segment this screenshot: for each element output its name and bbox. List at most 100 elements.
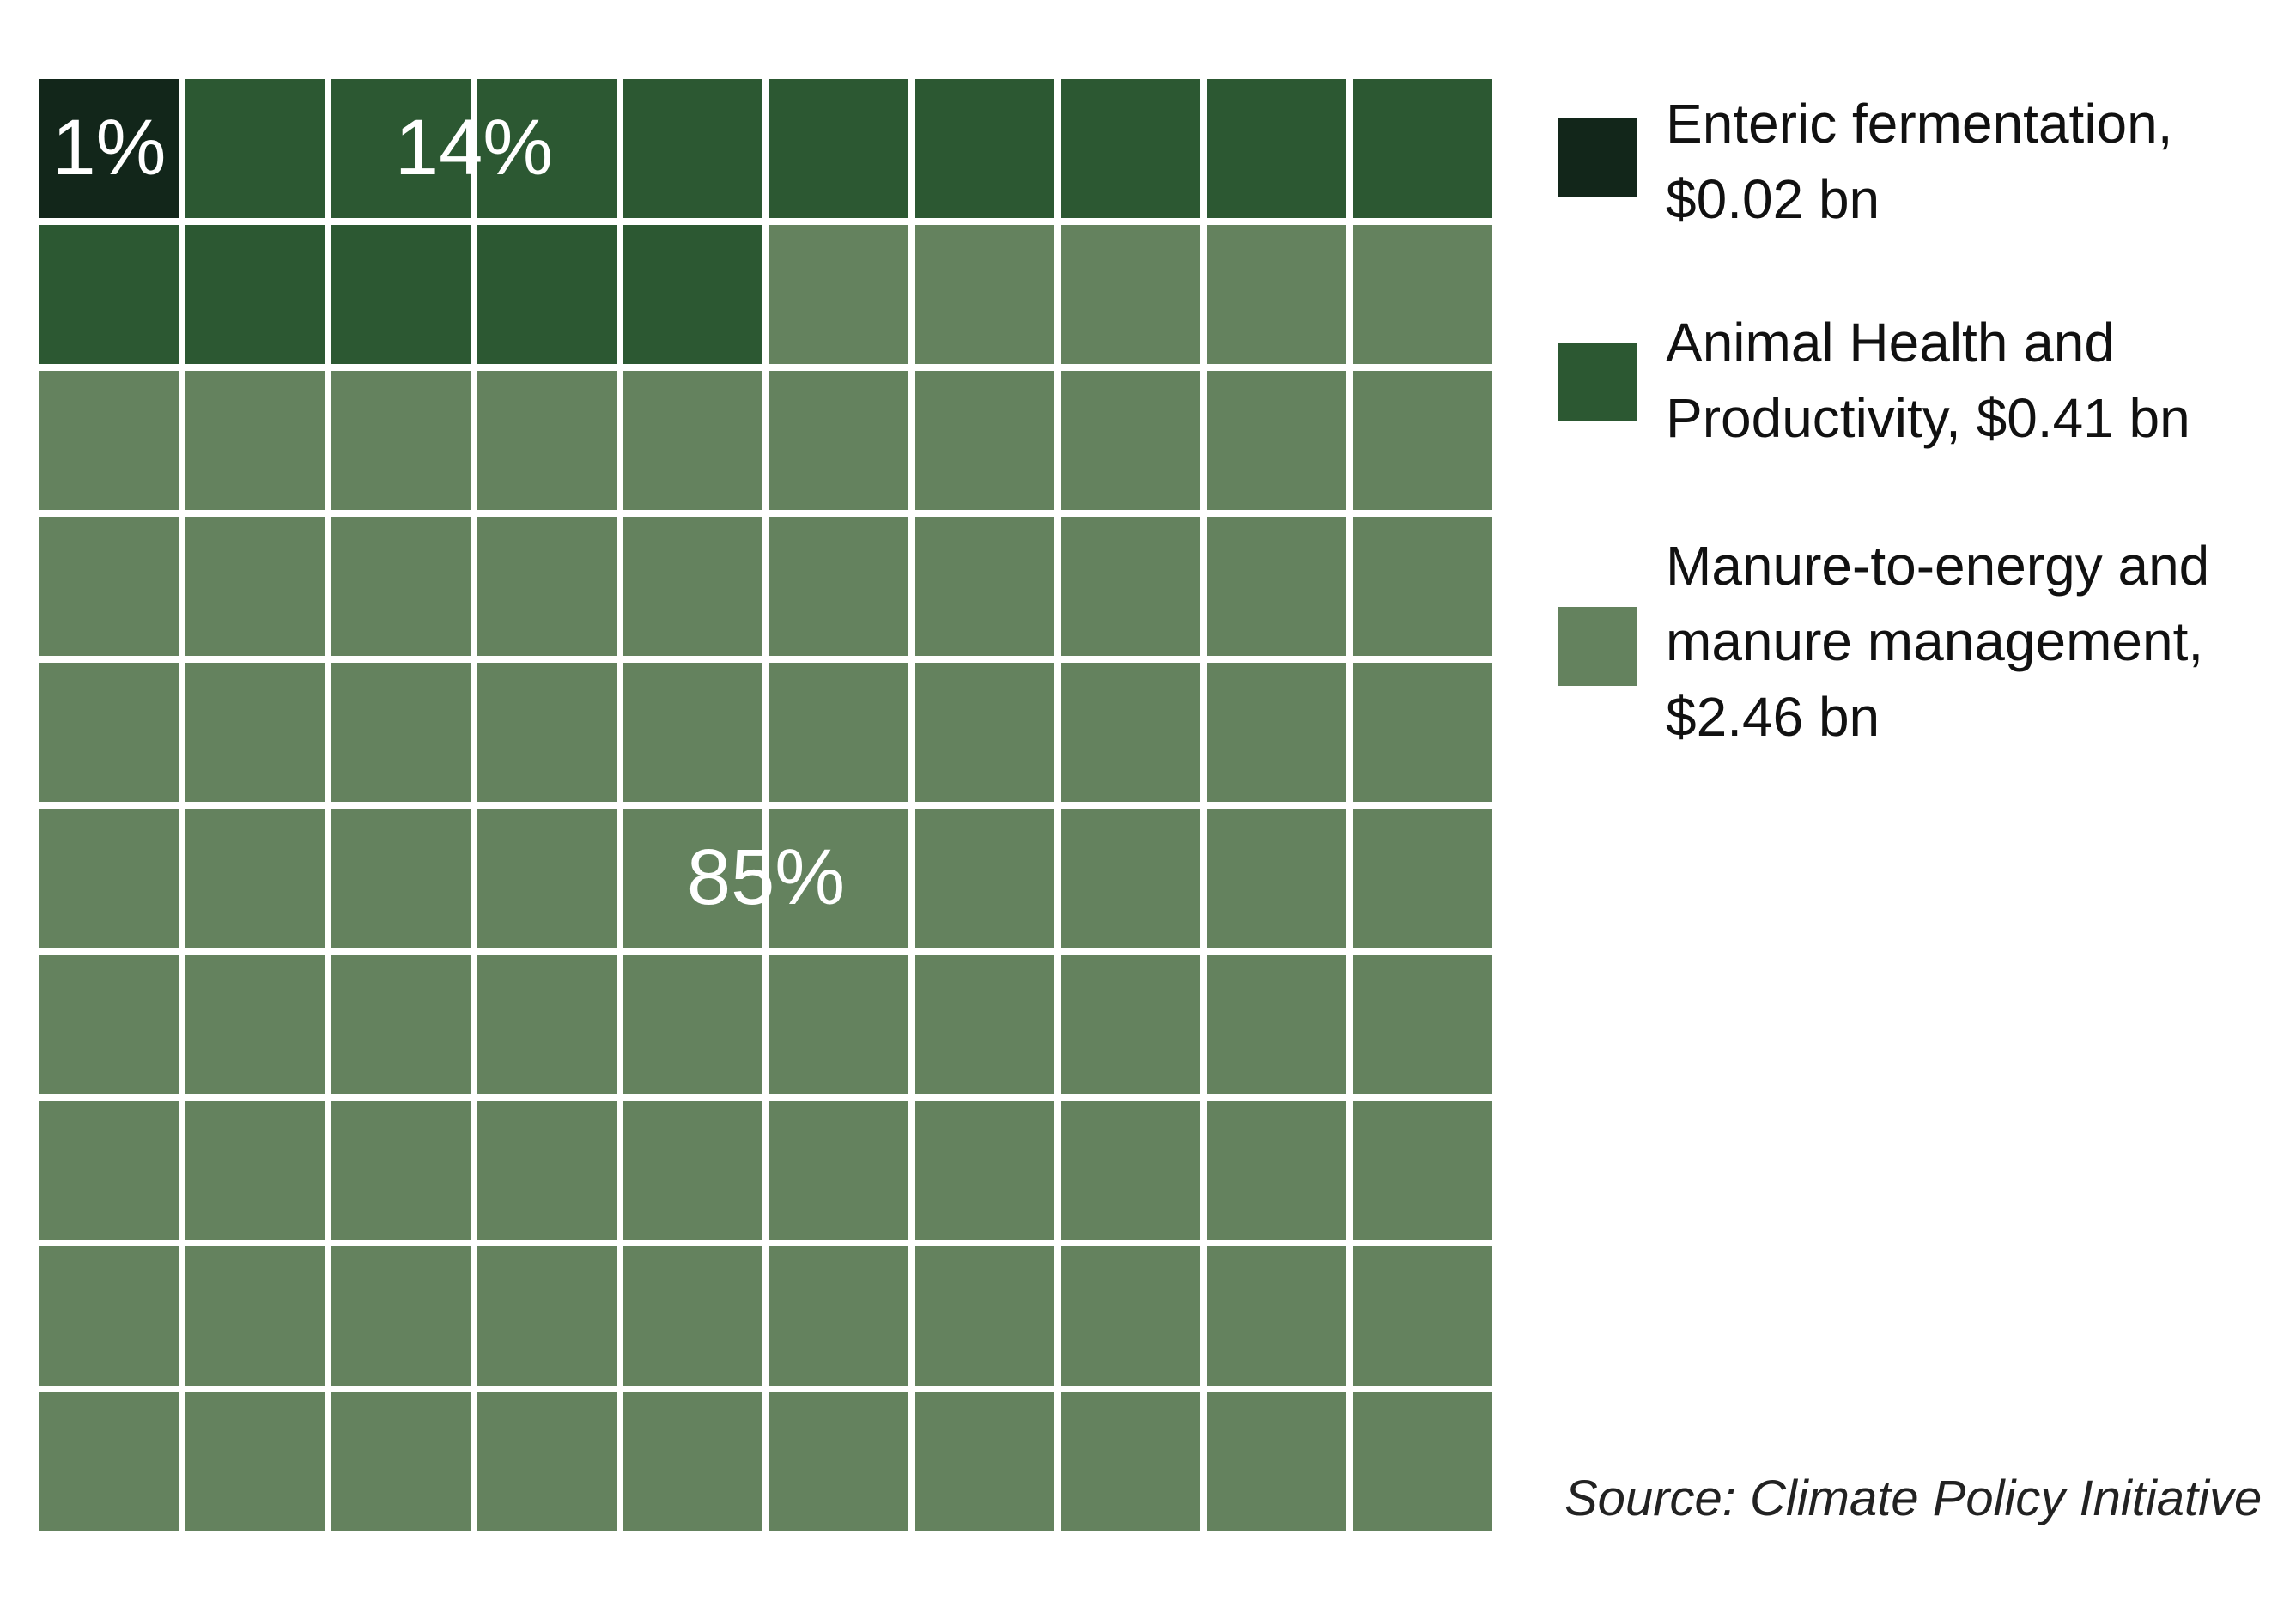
waffle-cell [1061,663,1200,802]
waffle-cell [623,517,762,656]
legend-label-manure: Manure-to-energy and manure management, … [1666,528,2284,755]
waffle-cell [1061,371,1200,510]
waffle-cell [769,517,908,656]
waffle-cell [185,955,325,1094]
waffle-cell [185,809,325,948]
waffle-cell [331,809,471,948]
waffle-cell [1353,371,1492,510]
waffle-cell [1061,79,1200,218]
legend-label-line: Productivity, $0.41 bn [1666,387,2190,449]
waffle-cell [915,1246,1054,1386]
waffle-cell [331,517,471,656]
waffle-cell [331,1392,471,1531]
waffle-cell [331,371,471,510]
waffle-cell [915,663,1054,802]
waffle-cell [623,1392,762,1531]
waffle-cell [769,955,908,1094]
waffle-cell [477,1392,617,1531]
waffle-cell [1207,1101,1346,1240]
waffle-cell [915,809,1054,948]
percent-label: 14% [395,104,553,191]
waffle-cell [1353,1101,1492,1240]
legend-label-line: $2.46 bn [1666,686,1880,748]
waffle-cell [623,955,762,1094]
legend-label-line: Animal Health and [1666,312,2115,373]
waffle-cell [39,955,179,1094]
waffle-cell [39,371,179,510]
waffle-cell [39,517,179,656]
waffle-cell [477,517,617,656]
waffle-cell [1353,517,1492,656]
waffle-cell [39,1392,179,1531]
waffle-cell [477,955,617,1094]
waffle-cell [39,225,179,364]
waffle-cell [623,371,762,510]
waffle-cell [623,663,762,802]
legend-label-line: Manure-to-energy and [1666,535,2210,597]
legend-label-enteric-fermentation: Enteric fermentation, $0.02 bn [1666,86,2284,237]
source-note: Source: Climate Policy Initiative [1564,1471,2263,1526]
waffle-cell [915,79,1054,218]
waffle-cell [769,1392,908,1531]
waffle-cell [331,663,471,802]
waffle-cell [1353,809,1492,948]
waffle-cell [769,809,908,948]
waffle-cell [915,371,1054,510]
waffle-cell [1353,663,1492,802]
waffle-cell [1207,663,1346,802]
waffle-cell [477,79,617,218]
waffle-cell [1207,371,1346,510]
waffle-cell [1207,955,1346,1094]
waffle-grid [39,79,1492,1531]
waffle-cell [331,1246,471,1386]
waffle-cell [623,809,762,948]
waffle-cell [1061,955,1200,1094]
waffle-cell [915,955,1054,1094]
waffle-cell [1207,225,1346,364]
waffle-cell [915,517,1054,656]
waffle-cell [769,1101,908,1240]
waffle-cell [769,79,908,218]
waffle-cell [477,809,617,948]
waffle-cell [331,955,471,1094]
percent-label: 85% [687,834,845,921]
waffle-cell [39,79,179,218]
waffle-cell [1207,79,1346,218]
waffle-cell [769,371,908,510]
waffle-cell [477,371,617,510]
waffle-cell [915,1101,1054,1240]
waffle-cell [185,1101,325,1240]
waffle-cell [1207,517,1346,656]
waffle-cell [623,79,762,218]
waffle-cell [623,1246,762,1386]
waffle-cell [1353,955,1492,1094]
waffle-cell [185,1392,325,1531]
legend-label-line: Enteric fermentation, [1666,93,2173,155]
waffle-cell [477,663,617,802]
waffle-cell [623,225,762,364]
waffle-cell [1353,79,1492,218]
waffle-cell [1061,1246,1200,1386]
waffle-cell [185,79,325,218]
waffle-cell [769,225,908,364]
waffle-cell [769,1246,908,1386]
waffle-cell [39,809,179,948]
waffle-cell [915,1392,1054,1531]
waffle-cell [1353,1392,1492,1531]
waffle-cell [39,1246,179,1386]
legend-swatch-animal-health [1558,343,1637,421]
waffle-cell [1061,809,1200,948]
waffle-cell [39,663,179,802]
waffle-cell [331,79,471,218]
waffle-cell [477,225,617,364]
waffle-percent-labels: 1% 14% 85% [52,104,846,921]
waffle-cell [331,225,471,364]
legend-label-line: manure management, [1666,610,2204,672]
waffle-cell [1207,1246,1346,1386]
waffle-cell [477,1101,617,1240]
legend-swatch-manure [1558,607,1637,686]
waffle-cell [915,225,1054,364]
waffle-cell [185,663,325,802]
waffle-cell [769,663,908,802]
